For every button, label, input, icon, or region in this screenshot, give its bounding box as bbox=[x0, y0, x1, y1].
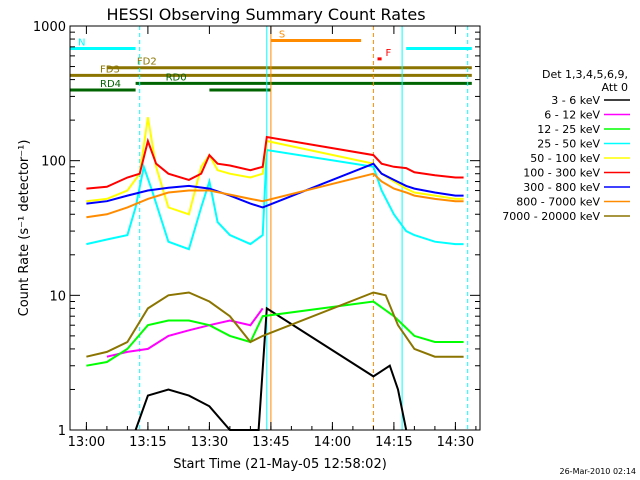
x-axis: 13:00 13:15 13:30 13:45 14:00 14:15 14:30 bbox=[68, 26, 477, 450]
series-lines bbox=[86, 117, 464, 431]
y-tick-label: 100 bbox=[41, 155, 66, 170]
flag-rd4: RD4 bbox=[70, 79, 271, 92]
timestamp-stamp: 26-Mar-2010 02:14 bbox=[560, 467, 637, 476]
plot-frame bbox=[69, 25, 481, 431]
series-6-12-kev bbox=[106, 307, 264, 358]
flag-label: F bbox=[386, 48, 392, 59]
y-axis: 1 10 100 1000 bbox=[33, 20, 480, 439]
flag-label: FD3 bbox=[100, 64, 120, 75]
flag-label: RD0 bbox=[166, 72, 187, 83]
x-tick-label: 13:30 bbox=[191, 435, 228, 450]
legend-label: 6 - 12 keV bbox=[544, 109, 600, 122]
y-tick-label: 10 bbox=[49, 289, 66, 304]
flag-rd0: RD0 bbox=[135, 72, 472, 85]
flag-label: N bbox=[78, 38, 85, 49]
legend-label: 100 - 300 keV bbox=[523, 167, 600, 180]
legend-label: 50 - 100 keV bbox=[530, 152, 600, 165]
series-25-50-kev bbox=[86, 148, 464, 251]
flag-s: S bbox=[270, 30, 362, 43]
x-tick-label: 13:15 bbox=[129, 435, 166, 450]
y-axis-title: Count Rate (s⁻¹ detector⁻¹) bbox=[17, 140, 32, 317]
x-tick-label: 13:45 bbox=[252, 435, 289, 450]
legend-title: Det 1,3,4,5,6,9, bbox=[542, 68, 628, 81]
legend-title: Att 0 bbox=[602, 81, 628, 94]
y-tick-label: 1000 bbox=[33, 20, 66, 35]
flag-f: F bbox=[377, 48, 392, 61]
x-tick-label: 13:00 bbox=[68, 435, 105, 450]
chart-title: HESSI Observing Summary Count Rates bbox=[106, 5, 425, 24]
y-tick-label: 1 bbox=[58, 424, 66, 439]
flag-label: S bbox=[279, 30, 285, 41]
x-tick-label: 14:30 bbox=[437, 435, 474, 450]
flag-n: N bbox=[70, 38, 472, 51]
series-300-800-kev bbox=[86, 162, 464, 209]
event-lines bbox=[139, 26, 469, 430]
legend-label: 25 - 50 keV bbox=[537, 138, 600, 151]
series-100-300-kev bbox=[86, 135, 464, 190]
series-7000-20000-kev bbox=[86, 291, 464, 358]
x-tick-label: 14:15 bbox=[375, 435, 412, 450]
legend-label: 300 - 800 keV bbox=[523, 181, 600, 194]
legend-label: 800 - 7000 keV bbox=[516, 196, 600, 209]
legend-label: 7000 - 20000 keV bbox=[502, 210, 600, 223]
flag-fd2: FD2 bbox=[106, 57, 472, 70]
legend-label: 3 - 6 keV bbox=[551, 94, 600, 107]
flag-label: RD4 bbox=[100, 79, 121, 90]
series-12-25-kev bbox=[86, 300, 464, 367]
legend: Det 1,3,4,5,6,9,Att 03 - 6 keV 6 - 12 keV… bbox=[502, 68, 630, 223]
legend-label: 12 - 25 keV bbox=[537, 123, 600, 136]
series-800-7000-kev bbox=[86, 172, 464, 219]
flag-label: FD2 bbox=[137, 57, 157, 68]
series-50-100-kev bbox=[86, 117, 464, 216]
x-tick-label: 14:00 bbox=[314, 435, 351, 450]
x-axis-title: Start Time (21-May-05 12:58:02) bbox=[173, 457, 387, 472]
